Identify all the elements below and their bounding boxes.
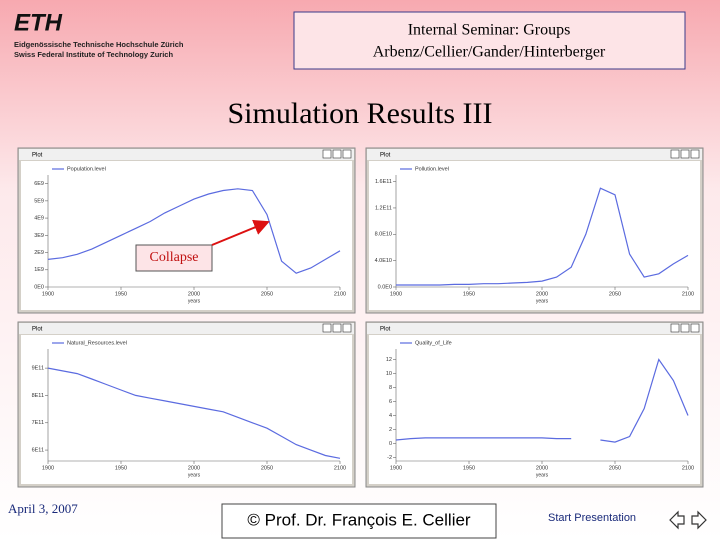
- x-tick-label: 2050: [609, 291, 621, 297]
- y-tick-label: 4E9: [34, 216, 44, 222]
- legend-label: Pollution.level: [415, 166, 449, 172]
- x-tick-label: 2000: [188, 465, 200, 471]
- y-tick-label: 1E9: [34, 267, 44, 273]
- annotation-box: [135, 244, 213, 272]
- x-tick-label: 2050: [609, 465, 621, 471]
- y-tick-label: 8: [389, 385, 392, 391]
- y-tick-label: 8E11: [32, 393, 44, 399]
- logo-line: Swiss Federal Institute of Technology Zu…: [14, 50, 173, 59]
- y-tick-label: 4: [389, 413, 392, 419]
- title-bar: [19, 149, 354, 160]
- window-button: [690, 323, 700, 333]
- plot-panel: [21, 161, 352, 310]
- x-tick-label: 2000: [536, 465, 548, 471]
- x-tick-label: 1900: [42, 291, 54, 297]
- y-tick-label: 12: [386, 357, 392, 363]
- x-tick-label: 2100: [682, 465, 694, 471]
- logo: ETH: [14, 9, 63, 36]
- footer-date: April 3, 2007: [8, 501, 78, 516]
- seminar-text: Arbenz/Cellier/Gander/Hinterberger: [373, 44, 606, 61]
- y-tick-label: 2E9: [34, 250, 44, 256]
- window-button: [690, 149, 700, 159]
- y-tick-label: 6: [389, 399, 392, 405]
- y-tick-label: 1.2E11: [375, 205, 392, 211]
- title-bar: [367, 149, 702, 160]
- plot-panel: [369, 335, 700, 484]
- y-tick-label: 4.0E10: [375, 258, 392, 264]
- window-button: [332, 323, 342, 333]
- x-axis-label: years: [188, 298, 201, 304]
- x-tick-label: 2050: [261, 291, 273, 297]
- y-tick-label: 6E11: [32, 448, 44, 454]
- window-button: [670, 323, 680, 333]
- plot-panel: [21, 335, 352, 484]
- legend-label: Quality_of_Life: [415, 340, 452, 346]
- legend-label: Natural_Resources.level: [67, 340, 127, 346]
- window-title: Plot: [380, 327, 391, 333]
- x-tick-label: 1950: [115, 465, 127, 471]
- x-axis-label: years: [188, 472, 201, 478]
- x-tick-label: 1900: [390, 291, 402, 297]
- window-button: [680, 149, 690, 159]
- prev-button[interactable]: [669, 510, 685, 530]
- y-tick-label: 1.6E11: [375, 179, 392, 185]
- start-presentation[interactable]: Start Presentation: [548, 512, 636, 524]
- slide-title: Simulation Results III: [228, 97, 493, 130]
- y-tick-label: 6E9: [34, 181, 44, 187]
- data-line: [47, 188, 341, 274]
- x-tick-label: 2050: [261, 465, 273, 471]
- window-title: Plot: [380, 153, 391, 159]
- plot-panel: [369, 161, 700, 310]
- window-button: [322, 149, 332, 159]
- legend-label: Population.level: [67, 166, 106, 172]
- data-line: [396, 187, 689, 286]
- copyright-box: [221, 503, 497, 539]
- charts: Plot 0E0 1E9 2E9 3E9 4E9 5E9 6E9 1900 1950 2000 205…: [17, 147, 704, 488]
- x-tick-label: 2100: [334, 465, 346, 471]
- next-button[interactable]: [691, 510, 707, 530]
- annotation: Collapse: [150, 250, 199, 265]
- x-tick-label: 1950: [115, 291, 127, 297]
- y-tick-label: 9E11: [32, 366, 44, 372]
- seminar-text: Internal Seminar: Groups: [408, 22, 571, 39]
- y-tick-label: 7E11: [32, 420, 44, 426]
- y-tick-label: 2: [389, 427, 392, 433]
- x-tick-label: 1900: [390, 465, 402, 471]
- window-button: [322, 323, 332, 333]
- y-tick-label: 0.0E0: [378, 284, 392, 290]
- y-tick-label: 0E0: [34, 284, 44, 290]
- window-button: [332, 149, 342, 159]
- y-tick-label: 0: [389, 441, 392, 447]
- x-tick-label: 2100: [334, 291, 346, 297]
- x-tick-label: 2000: [536, 291, 548, 297]
- y-tick-label: 10: [386, 371, 392, 377]
- window-button: [342, 323, 352, 333]
- window-title: Plot: [32, 153, 43, 159]
- annotation-arrow: [211, 219, 270, 246]
- x-tick-label: 1950: [463, 465, 475, 471]
- window-button: [670, 149, 680, 159]
- footer-copyright: © Prof. Dr. François E. Cellier: [247, 510, 471, 529]
- x-tick-label: 2100: [682, 291, 694, 297]
- data-line: [47, 367, 341, 459]
- y-tick-label: 8.0E10: [375, 232, 392, 238]
- title-bar: [19, 323, 354, 334]
- window-title: Plot: [32, 327, 43, 333]
- window-button: [680, 323, 690, 333]
- y-tick-label: -2: [387, 455, 392, 461]
- x-tick-label: 1950: [463, 291, 475, 297]
- x-tick-label: 1900: [42, 465, 54, 471]
- window-button: [342, 149, 352, 159]
- x-axis-label: years: [536, 472, 549, 478]
- y-tick-label: 5E9: [34, 198, 44, 204]
- title-bar: [367, 323, 702, 334]
- x-axis-label: years: [536, 298, 549, 304]
- seminar-box: [293, 11, 686, 70]
- data-line: [395, 358, 689, 443]
- x-tick-label: 2000: [188, 291, 200, 297]
- logo-line: Eidgenössische Technische Hochschule Zür…: [14, 40, 184, 49]
- y-tick-label: 3E9: [34, 233, 44, 239]
